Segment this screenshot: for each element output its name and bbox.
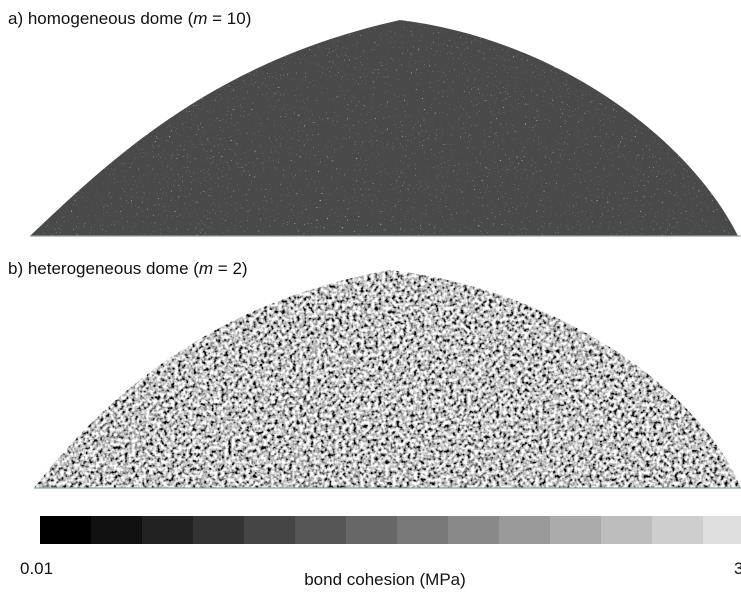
colorbar-step: [142, 516, 194, 544]
colorbar-step: [703, 516, 741, 544]
colorbar-title: bond cohesion (MPa): [304, 570, 466, 589]
panel-label: a) homogeneous dome (: [8, 9, 194, 28]
colorbar-step: [499, 516, 551, 544]
panel-label: b) heterogeneous dome (: [8, 259, 199, 278]
panel-relation: = 2): [213, 259, 248, 278]
panel-symbol: m: [193, 9, 207, 28]
colorbar: [40, 516, 741, 544]
colorbar-step: [193, 516, 245, 544]
colorbar-step: [601, 516, 653, 544]
colorbar-step: [91, 516, 143, 544]
colorbar-step: [244, 516, 296, 544]
colorbar-step: [40, 516, 92, 544]
colorbar-min-label: 0.01: [20, 559, 53, 578]
panel-relation: = 10): [207, 9, 251, 28]
colorbar-step: [652, 516, 704, 544]
colorbar-step: [346, 516, 398, 544]
colorbar-step: [448, 516, 500, 544]
colorbar-max-label: 3: [734, 559, 741, 578]
panel-symbol: m: [199, 259, 213, 278]
panel-title: a) homogeneous dome (m = 10): [8, 9, 251, 28]
dome-particles: [34, 270, 741, 488]
panel-title: b) heterogeneous dome (m = 2): [8, 259, 248, 278]
colorbar-step: [550, 516, 602, 544]
colorbar-step: [397, 516, 449, 544]
dome-particles: [30, 20, 738, 236]
colorbar-step: [295, 516, 347, 544]
